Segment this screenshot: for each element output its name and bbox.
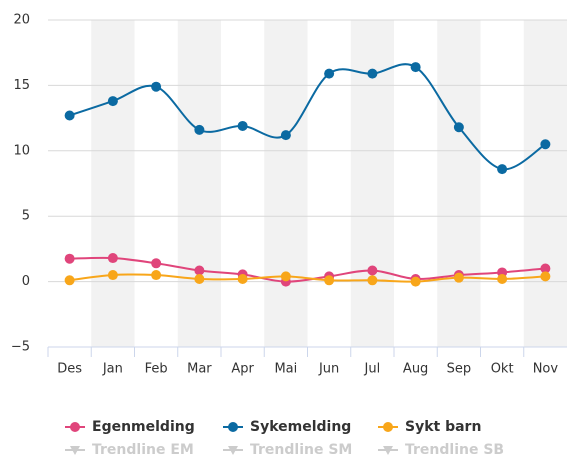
point [410, 62, 421, 73]
point [540, 139, 551, 150]
point [497, 273, 508, 284]
y-tick-label: 5 [22, 209, 30, 224]
plot-band [523, 20, 567, 347]
legend-label: Egenmelding [92, 419, 195, 435]
legend-marker [70, 446, 80, 455]
legend-item: Trendline SM [223, 442, 352, 458]
plot-band [437, 20, 481, 347]
legend-item: Sykt barn [378, 419, 481, 435]
legend-label: Trendline EM [92, 442, 194, 458]
legend-marker [228, 446, 238, 455]
point [367, 68, 378, 79]
x-tick-label: Nov [533, 362, 559, 377]
point [151, 81, 162, 92]
x-tick-label: Des [57, 362, 82, 377]
point [324, 275, 335, 286]
point [280, 130, 291, 141]
plot-band [177, 20, 221, 347]
x-tick-label: Okt [491, 362, 514, 377]
y-tick-label: 0 [22, 274, 30, 289]
x-tick-label: Mar [187, 362, 212, 377]
legend-item: Trendline EM [65, 442, 194, 458]
point [453, 272, 464, 283]
point [540, 271, 551, 282]
y-tick-label: 15 [13, 78, 30, 93]
point [107, 253, 118, 264]
plot-band [91, 20, 135, 347]
point [280, 271, 291, 282]
point [497, 164, 508, 175]
x-tick-label: Feb [145, 362, 168, 377]
point [64, 110, 75, 121]
point [367, 265, 378, 276]
point [64, 253, 75, 264]
point [151, 270, 162, 281]
point [410, 276, 421, 287]
legend-item: Trendline SB [378, 442, 504, 458]
point [194, 273, 205, 284]
point [194, 265, 205, 276]
legend-item: Sykemelding [223, 419, 351, 435]
y-tick-label: 20 [13, 13, 30, 28]
y-tick-label: −5 [11, 340, 30, 355]
point [453, 122, 464, 133]
legend-label: Trendline SB [405, 442, 504, 458]
point [367, 275, 378, 286]
x-tick-label: Jan [102, 362, 123, 377]
legend-label: Sykt barn [405, 419, 481, 435]
legend-marker [383, 422, 393, 432]
legend-marker [228, 422, 238, 432]
point [540, 263, 551, 274]
point [107, 96, 118, 107]
legend-item: Egenmelding [65, 419, 195, 435]
plot-band [264, 20, 308, 347]
x-tick-label: Apr [231, 362, 254, 377]
x-tick-label: Mai [274, 362, 297, 377]
legend-label: Trendline SM [250, 442, 352, 458]
point [237, 120, 248, 131]
x-tick-label: Sep [447, 362, 472, 377]
point [194, 124, 205, 135]
x-tick-label: Jul [364, 362, 381, 377]
legend-marker [70, 422, 80, 432]
legend-label: Sykemelding [250, 419, 351, 435]
point [151, 258, 162, 269]
point [107, 270, 118, 281]
point [324, 68, 335, 79]
legend-marker [383, 446, 393, 455]
x-tick-label: Jun [318, 362, 339, 377]
y-tick-label: 10 [13, 143, 30, 158]
point [64, 275, 75, 286]
point [237, 273, 248, 284]
x-tick-label: Aug [403, 362, 428, 377]
